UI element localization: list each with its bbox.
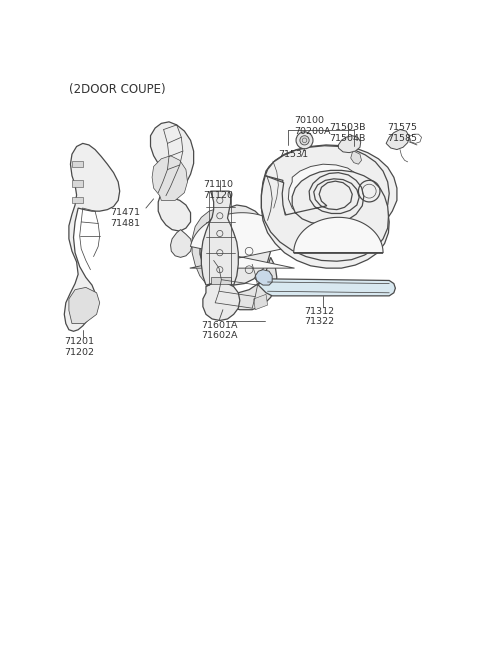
Text: 71601A
71602A: 71601A 71602A	[201, 321, 238, 340]
Circle shape	[296, 132, 313, 149]
Polygon shape	[351, 151, 361, 164]
Polygon shape	[209, 296, 221, 310]
Text: 71575
71585: 71575 71585	[387, 123, 417, 143]
Polygon shape	[201, 191, 238, 285]
Polygon shape	[211, 277, 230, 283]
Polygon shape	[262, 171, 389, 268]
Text: 70100
70200A: 70100 70200A	[294, 117, 330, 136]
Text: (2DOOR COUPE): (2DOOR COUPE)	[69, 83, 166, 96]
Polygon shape	[203, 282, 240, 321]
Text: 71312
71322: 71312 71322	[304, 306, 335, 327]
Polygon shape	[72, 161, 83, 167]
Polygon shape	[170, 230, 192, 257]
Text: 71531: 71531	[278, 150, 309, 159]
Polygon shape	[69, 287, 100, 323]
Polygon shape	[265, 146, 389, 238]
Polygon shape	[64, 144, 120, 331]
Text: 71110
71120: 71110 71120	[203, 180, 233, 200]
Polygon shape	[151, 122, 193, 231]
Polygon shape	[288, 164, 365, 222]
Polygon shape	[258, 279, 396, 296]
Polygon shape	[206, 257, 277, 310]
Text: 71503B
71504B: 71503B 71504B	[329, 123, 366, 143]
Polygon shape	[192, 208, 218, 283]
Polygon shape	[294, 217, 383, 253]
Polygon shape	[72, 197, 83, 203]
Polygon shape	[338, 136, 361, 153]
Polygon shape	[255, 270, 272, 285]
Text: 71471
71481: 71471 71481	[110, 208, 141, 228]
Polygon shape	[266, 145, 397, 237]
Polygon shape	[152, 155, 188, 200]
Polygon shape	[254, 295, 267, 310]
Text: 71201
71202: 71201 71202	[64, 337, 94, 357]
Polygon shape	[262, 171, 388, 261]
Polygon shape	[291, 163, 366, 216]
Polygon shape	[72, 180, 83, 186]
Polygon shape	[386, 129, 409, 150]
Circle shape	[300, 136, 309, 145]
Polygon shape	[190, 213, 295, 268]
Polygon shape	[200, 205, 271, 285]
